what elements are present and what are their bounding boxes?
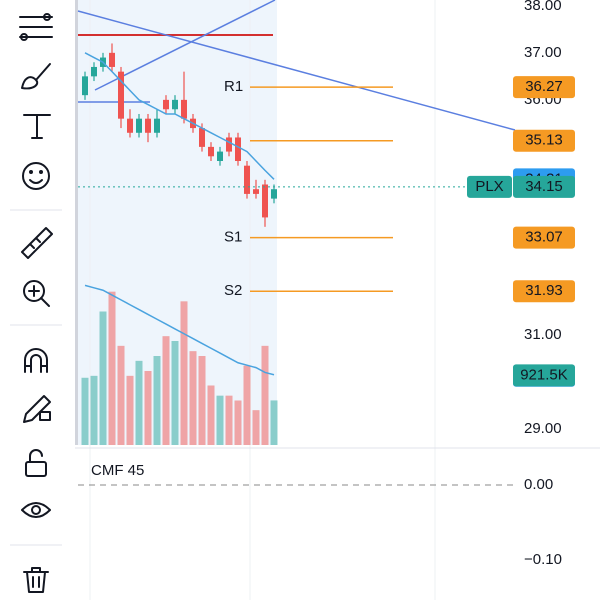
volume-bar [90, 375, 98, 445]
price-badge-label: 31.93 [525, 282, 563, 299]
volume-bar [108, 291, 116, 445]
price-badge [513, 364, 575, 387]
toolbar-border [75, 0, 78, 445]
volume-bar [153, 356, 161, 445]
volume-bar [117, 345, 125, 445]
candle-body [145, 118, 151, 133]
candle-body [118, 71, 124, 119]
candle-body [172, 99, 178, 110]
price-badge-label: 33.07 [525, 229, 563, 246]
cmf-tick-label: −0.10 [524, 551, 562, 568]
candle-body [109, 52, 115, 67]
volume-ma [84, 284, 275, 376]
indicator-title: CMF 45 [91, 462, 144, 479]
price-badge-label: 36.27 [525, 78, 563, 95]
volume-bar [225, 395, 233, 445]
volume-bar [207, 385, 215, 445]
price-badge [513, 129, 575, 152]
delete-tool[interactable] [23, 567, 49, 593]
candle-body [127, 118, 133, 133]
candle-body [181, 99, 187, 119]
text-tool[interactable] [23, 114, 51, 139]
candle-body [208, 146, 214, 157]
magnet-tool[interactable] [24, 348, 48, 373]
candle-body [154, 118, 160, 133]
candle-body [253, 189, 259, 194]
price-badge [513, 280, 575, 303]
volume-bar [216, 395, 224, 445]
y-tick-label: 38.00 [524, 0, 562, 14]
candle-body [217, 151, 223, 161]
brush-tool[interactable] [21, 63, 51, 90]
volume-bar [234, 400, 242, 445]
price-badge [513, 175, 575, 198]
zoom-tool[interactable] [23, 280, 50, 307]
volume-bar [162, 336, 170, 445]
toolbar [0, 0, 78, 600]
trend-line [94, 0, 276, 91]
price-badge-label: PLX [475, 178, 503, 195]
trend-tool[interactable] [19, 13, 53, 41]
trend-line [77, 10, 516, 131]
candle-body [82, 76, 88, 96]
price-badge [513, 76, 575, 99]
pivot-name: S2 [224, 282, 242, 299]
volume-bar [270, 400, 278, 445]
candle-body [235, 137, 241, 161]
price-badge-label: 35.13 [525, 132, 563, 149]
price-badge [513, 226, 575, 249]
candle-body [163, 99, 169, 110]
y-tick-label: 37.00 [524, 44, 562, 61]
y-tick-label: 31.00 [524, 326, 562, 343]
candle-body [262, 184, 268, 218]
volume-bar [99, 311, 107, 445]
candle-body [91, 66, 97, 77]
lock-tool[interactable] [25, 449, 47, 477]
pivot-name: R1 [224, 78, 243, 95]
volume-bar [126, 375, 134, 445]
price-badge-label: 921.5K [520, 366, 568, 383]
candle-body [136, 118, 142, 133]
cmf-tick-label: 0.00 [524, 476, 553, 493]
emoji-tool[interactable] [22, 162, 50, 190]
volume-bar [81, 377, 89, 445]
ruler-tool[interactable] [21, 227, 53, 259]
candle-body [271, 189, 277, 199]
visibility-tool[interactable] [21, 502, 51, 518]
volume-bar [261, 345, 269, 445]
lock-draw-tool[interactable] [23, 395, 51, 423]
y-tick-label: 29.00 [524, 420, 562, 437]
volume-bar [189, 351, 197, 445]
volume-bar [171, 341, 179, 445]
volume-bar [252, 410, 260, 445]
volume-bar [243, 365, 251, 445]
candle-body [226, 137, 232, 152]
volume-bar [198, 356, 206, 445]
volume-bar [144, 370, 152, 445]
volume-bar [180, 301, 188, 445]
candle-body [244, 165, 250, 194]
price-ma [84, 52, 275, 180]
price-badge-label: 34.15 [525, 178, 563, 195]
volume-bar [135, 360, 143, 445]
pivot-name: S1 [224, 229, 242, 246]
price-badge [467, 175, 512, 198]
candle-body [199, 128, 205, 147]
